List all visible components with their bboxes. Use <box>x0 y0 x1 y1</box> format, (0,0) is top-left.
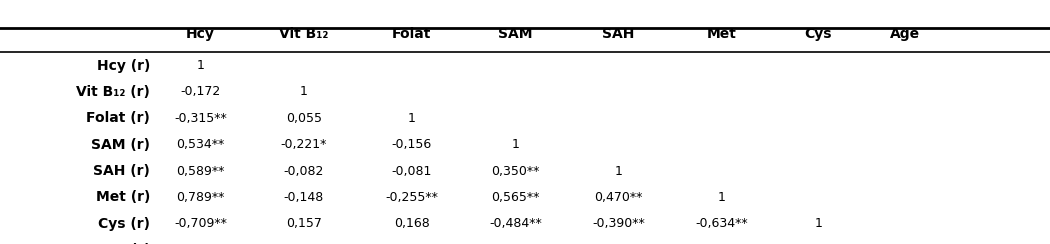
Text: 1: 1 <box>717 191 726 204</box>
Text: 1: 1 <box>300 85 308 99</box>
Text: Cys: Cys <box>804 27 833 41</box>
Text: 0,350**: 0,350** <box>491 164 540 178</box>
Text: 0,157: 0,157 <box>286 217 322 230</box>
Text: -0,390**: -0,390** <box>592 217 645 230</box>
Text: -0,709**: -0,709** <box>174 217 227 230</box>
Text: -0,315**: -0,315** <box>174 112 227 125</box>
Text: SAH (r): SAH (r) <box>93 164 150 178</box>
Text: 0,055: 0,055 <box>286 112 322 125</box>
Text: 0,589**: 0,589** <box>176 164 225 178</box>
Text: 1: 1 <box>407 112 416 125</box>
Text: 0,470**: 0,470** <box>594 191 643 204</box>
Text: 0,168: 0,168 <box>394 217 429 230</box>
Text: SAH: SAH <box>603 27 634 41</box>
Text: -0,255**: -0,255** <box>385 191 438 204</box>
Text: 0,534**: 0,534** <box>176 138 225 151</box>
Text: Vit B₁₂: Vit B₁₂ <box>279 27 329 41</box>
Text: Met: Met <box>707 27 736 41</box>
Text: 1: 1 <box>196 59 205 72</box>
Text: 1: 1 <box>511 138 520 151</box>
Text: -0,082: -0,082 <box>284 164 324 178</box>
Text: Cys (r): Cys (r) <box>98 217 150 231</box>
Text: 1: 1 <box>614 164 623 178</box>
Text: 1: 1 <box>815 217 822 230</box>
Text: -0,172: -0,172 <box>181 85 220 99</box>
Text: -0,221*: -0,221* <box>280 138 328 151</box>
Text: -0,484**: -0,484** <box>489 217 542 230</box>
Text: Hcy (r): Hcy (r) <box>97 59 150 73</box>
Text: -0,081: -0,081 <box>392 164 432 178</box>
Text: Age (r): Age (r) <box>96 243 150 244</box>
Text: -0,634**: -0,634** <box>695 217 748 230</box>
Text: Folat: Folat <box>392 27 432 41</box>
Text: Met (r): Met (r) <box>96 190 150 204</box>
Text: SAM (r): SAM (r) <box>91 138 150 152</box>
Text: SAM: SAM <box>499 27 532 41</box>
Text: Vit B₁₂ (r): Vit B₁₂ (r) <box>77 85 150 99</box>
Text: 0,565**: 0,565** <box>491 191 540 204</box>
Text: Age: Age <box>889 27 920 41</box>
Text: -0,148: -0,148 <box>284 191 324 204</box>
Text: Folat (r): Folat (r) <box>86 111 150 125</box>
Text: Hcy: Hcy <box>186 27 215 41</box>
Text: 0,789**: 0,789** <box>176 191 225 204</box>
Text: -0,156: -0,156 <box>392 138 432 151</box>
